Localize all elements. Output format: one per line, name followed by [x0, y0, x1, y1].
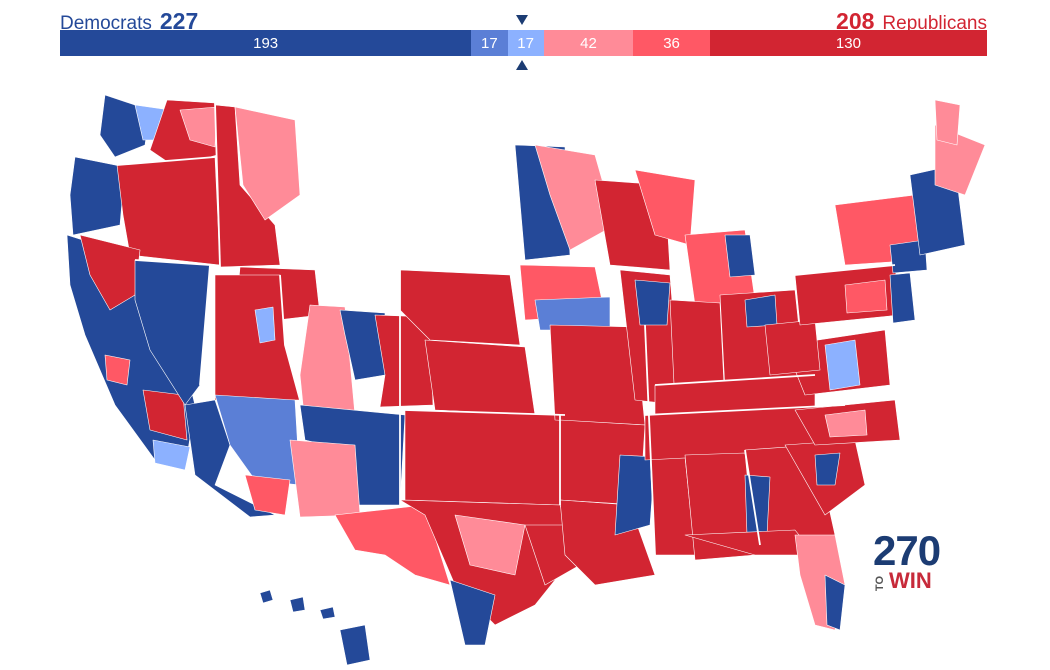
district-ny-dem[interactable]: [889, 239, 928, 274]
district-nc-lean[interactable]: [824, 409, 868, 438]
district-hi-3[interactable]: [319, 606, 336, 620]
majority-marker-up-icon: [516, 60, 528, 70]
district-mn-east[interactable]: [534, 144, 616, 251]
district-sd[interactable]: [424, 339, 536, 416]
bar-segment-leans-rep[interactable]: 42: [543, 30, 634, 56]
bar-segment-safe-rep[interactable]: 130: [709, 30, 987, 56]
democrats-total: 227: [159, 8, 199, 34]
bar-segment-likely-rep[interactable]: 36: [633, 30, 710, 56]
seat-bar: 193 17 17 42 36 130: [60, 30, 987, 56]
district-hi-4[interactable]: [339, 624, 371, 666]
district-ca-central[interactable]: [142, 389, 188, 441]
bar-segment-likely-dem[interactable]: 17: [471, 30, 508, 56]
majority-marker-down-icon: [516, 15, 528, 25]
house-district-map[interactable]: [55, 85, 1045, 670]
district-wa-ne[interactable]: [179, 106, 218, 148]
district-pa-likely[interactable]: [844, 279, 888, 314]
district-ut-lean[interactable]: [254, 306, 276, 344]
district-wv[interactable]: [764, 319, 821, 376]
district-mt[interactable]: [234, 106, 301, 221]
district-ia-dem[interactable]: [534, 296, 611, 331]
district-mi-dem[interactable]: [724, 234, 756, 278]
district-fl-dem[interactable]: [824, 574, 846, 631]
democrats-tally: Democrats 227: [60, 8, 198, 35]
district-hi-2[interactable]: [289, 596, 306, 613]
logo-270: 270: [873, 527, 941, 574]
district-ca-lean[interactable]: [152, 439, 191, 471]
state-borders: [116, 102, 896, 556]
district-nj[interactable]: [889, 272, 916, 324]
district-co-denver[interactable]: [339, 309, 386, 381]
bar-segment-leans-dem[interactable]: 17: [507, 30, 544, 56]
district-nm-south[interactable]: [289, 439, 361, 518]
tally-header: Democrats 227 208 Republicans: [60, 4, 987, 35]
district-il-chicago[interactable]: [634, 279, 671, 326]
district-sc-dem[interactable]: [814, 452, 841, 486]
district-ms[interactable]: [614, 454, 656, 536]
bar-segment-safe-dem[interactable]: 193: [60, 30, 472, 56]
district-hi-1[interactable]: [259, 589, 274, 604]
republicans-total: 208: [836, 8, 875, 34]
district-me-north[interactable]: [934, 99, 961, 146]
logo-to: TO: [874, 576, 886, 592]
district-tx-south[interactable]: [449, 579, 496, 646]
district-or-coast[interactable]: [69, 156, 126, 236]
republicans-tally: 208 Republicans: [836, 8, 987, 35]
district-ca-likely[interactable]: [104, 354, 131, 386]
district-az-south[interactable]: [244, 474, 291, 516]
democrats-label: Democrats: [60, 13, 152, 34]
district-az-west[interactable]: [184, 399, 276, 518]
district-va-lean[interactable]: [824, 339, 861, 391]
district-ok[interactable]: [404, 409, 566, 506]
district-ca-north[interactable]: [79, 234, 141, 311]
270towin-logo: 270 TO WIN: [873, 530, 953, 592]
district-tx-lean[interactable]: [454, 514, 526, 576]
district-oh-dem[interactable]: [744, 294, 778, 328]
republicans-label: Republicans: [882, 13, 987, 34]
logo-win: WIN: [889, 568, 932, 593]
